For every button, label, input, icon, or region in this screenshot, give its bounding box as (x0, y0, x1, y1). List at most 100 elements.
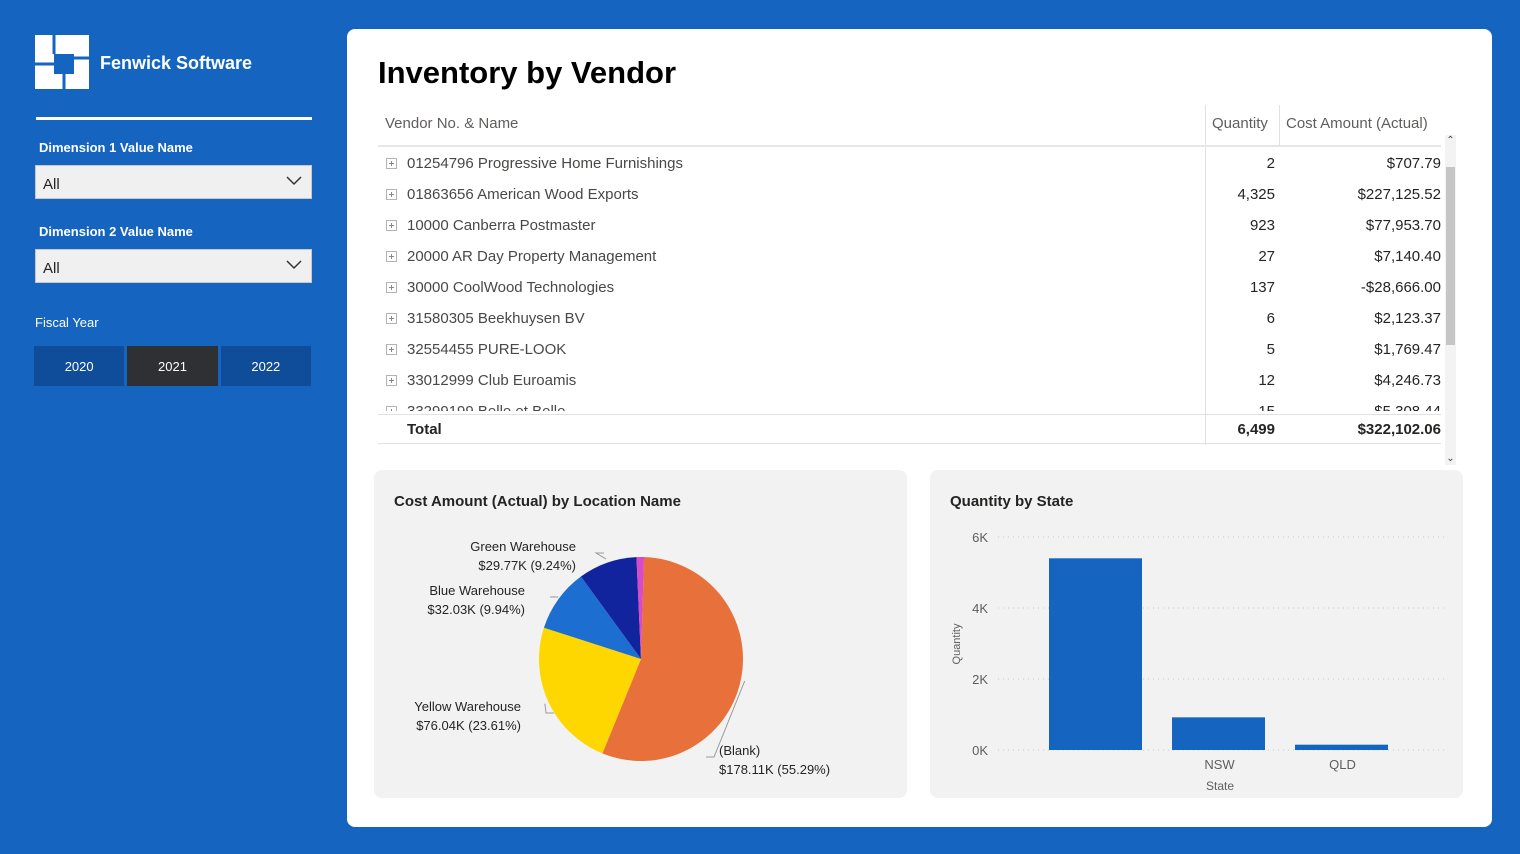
bar[interactable] (1049, 558, 1142, 750)
chevron-down-icon (286, 176, 302, 186)
expand-icon[interactable] (386, 344, 397, 355)
total-label: Total (407, 421, 442, 438)
header-divider (378, 145, 1441, 147)
vendor-name: 32554455 PURE-LOOK (407, 341, 567, 358)
table-row[interactable]: 33012999 Club Euroamis 12 $4,246.73 (378, 368, 1441, 399)
vendor-cost: $4,246.73 (1374, 372, 1441, 389)
vendor-cost: $707.79 (1386, 155, 1441, 172)
column-header-cost[interactable]: Cost Amount (Actual) (1286, 115, 1428, 132)
pie-slice[interactable] (636, 557, 645, 659)
column-header-vendor[interactable]: Vendor No. & Name (385, 115, 519, 132)
pie-leader-line (544, 703, 554, 714)
pie-slice-name: Blue Warehouse (429, 583, 525, 598)
vendor-cost: $2,123.37 (1374, 310, 1441, 327)
dimension-1-dropdown[interactable]: All (35, 165, 312, 199)
pie-slice-value: $29.77K (9.24%) (478, 558, 576, 573)
bar-x-axis-label: State (1206, 779, 1234, 793)
table-row[interactable]: 30000 CoolWood Technologies 137 -$28,666… (378, 275, 1441, 306)
vendor-name: 30000 CoolWood Technologies (407, 279, 615, 296)
table-row[interactable]: 20000 AR Day Property Management 27 $7,1… (378, 244, 1441, 275)
table-row[interactable]: 32554455 PURE-LOOK 5 $1,769.47 (378, 337, 1441, 368)
pie-slice-value: $76.04K (23.61%) (416, 718, 521, 733)
vendor-quantity: 12 (1258, 372, 1275, 389)
scroll-down-icon[interactable]: ⌄ (1446, 453, 1455, 464)
expand-icon[interactable] (386, 220, 397, 231)
pie-slice[interactable] (543, 576, 641, 659)
bar-x-tick-label: NSW (1204, 757, 1235, 772)
column-divider (1279, 105, 1280, 147)
expand-icon[interactable] (386, 313, 397, 324)
vendor-name: 33012999 Club Euroamis (407, 372, 577, 389)
table-body: 01254796 Progressive Home Furnishings 2 … (378, 149, 1441, 411)
dimension-1-label: Dimension 1 Value Name (39, 140, 193, 155)
vendor-cost: $5,308.44 (1374, 403, 1441, 411)
vendor-name: 10000 Canberra Postmaster (407, 217, 596, 234)
pie-slice-name: Yellow Warehouse (414, 699, 521, 714)
vendor-quantity: 15 (1258, 403, 1275, 411)
fiscal-year-buttons: 2020 2021 2022 (34, 346, 311, 386)
bar[interactable] (1295, 744, 1388, 750)
vendor-cost: $7,140.40 (1374, 248, 1441, 265)
pie-slice[interactable] (580, 557, 641, 659)
pie-chart: (Blank) $178.11K (55.29%) Yellow Warehouse… (414, 539, 830, 777)
fenwick-logo-icon (34, 34, 90, 90)
table-row[interactable]: 33299199 Belle et Belle 15 $5,308.44 (378, 399, 1441, 411)
expand-icon[interactable] (386, 251, 397, 262)
pie-leader-line (706, 680, 746, 758)
dimension-2-label: Dimension 2 Value Name (39, 224, 193, 239)
pie-slice-name: Green Warehouse (470, 539, 576, 554)
fiscal-year-2022-button[interactable]: 2022 (220, 346, 311, 386)
pie-leader-line (594, 552, 607, 560)
bar-y-tick-label: 0K (972, 743, 988, 758)
dimension-2-dropdown[interactable]: All (35, 249, 312, 283)
vendor-name: 31580305 Beekhuysen BV (407, 310, 585, 327)
brand-name: Fenwick Software (100, 53, 253, 73)
table-row[interactable]: 01254796 Progressive Home Furnishings 2 … (378, 151, 1441, 182)
vendor-cost: $227,125.52 (1357, 186, 1441, 203)
scroll-up-icon[interactable]: ⌃ (1446, 135, 1455, 146)
bar-chart: 0K 2K 4K 6K NSW QLD State Quantity (951, 530, 1445, 793)
expand-icon[interactable] (386, 282, 397, 293)
pie-slice[interactable] (539, 627, 641, 754)
chevron-down-icon (286, 260, 302, 270)
bar-y-tick-label: 2K (972, 672, 988, 687)
expand-icon[interactable] (386, 406, 397, 411)
table-scrollbar[interactable]: ⌃ ⌄ (1445, 135, 1456, 465)
vendor-cost: $1,769.47 (1374, 341, 1441, 358)
pie-slice-name: (Blank) (719, 743, 760, 758)
vendor-quantity: 4,325 (1237, 186, 1275, 203)
scroll-thumb[interactable] (1446, 167, 1455, 345)
vendor-cost: -$28,666.00 (1360, 279, 1441, 296)
vendor-name: 33299199 Belle et Belle (407, 403, 565, 411)
bar-y-tick-label: 4K (972, 601, 988, 616)
vendor-name: 01254796 Progressive Home Furnishings (407, 155, 683, 172)
pie-chart-panel: Cost Amount (Actual) by Location Name (B… (374, 470, 907, 798)
fiscal-year-2021-button[interactable]: 2021 (127, 346, 218, 386)
fiscal-year-2020-button[interactable]: 2020 (34, 346, 125, 386)
bar[interactable] (1172, 717, 1265, 750)
expand-icon[interactable] (386, 189, 397, 200)
bar-chart-title: Quantity by State (950, 493, 1074, 510)
bar-x-tick-label: QLD (1329, 757, 1356, 772)
pie-slice[interactable] (602, 557, 743, 761)
table-row[interactable]: 10000 Canberra Postmaster 923 $77,953.70 (378, 213, 1441, 244)
fiscal-year-label: Fiscal Year (35, 315, 99, 330)
bar-y-axis-label: Quantity (951, 623, 963, 664)
table-row[interactable]: 31580305 Beekhuysen BV 6 $2,123.37 (378, 306, 1441, 337)
pie-slice-value: $178.11K (55.29%) (719, 762, 830, 777)
table-row[interactable]: 01863656 American Wood Exports 4,325 $22… (378, 182, 1441, 213)
column-header-quantity[interactable]: Quantity (1212, 115, 1268, 132)
vendor-quantity: 2 (1266, 155, 1275, 172)
bar-y-tick-label: 6K (972, 530, 988, 545)
pie-chart-title: Cost Amount (Actual) by Location Name (394, 493, 681, 510)
vendor-quantity: 923 (1249, 217, 1275, 234)
vendor-name: 20000 AR Day Property Management (407, 248, 657, 265)
expand-icon[interactable] (386, 375, 397, 386)
brand-divider (36, 117, 312, 120)
vendor-quantity: 6 (1266, 310, 1275, 327)
pie-slice-value: $32.03K (9.94%) (427, 602, 525, 617)
expand-icon[interactable] (386, 158, 397, 169)
dimension-1-value: All (43, 176, 60, 193)
vendor-quantity: 137 (1249, 279, 1275, 296)
dimension-2-value: All (43, 260, 60, 277)
